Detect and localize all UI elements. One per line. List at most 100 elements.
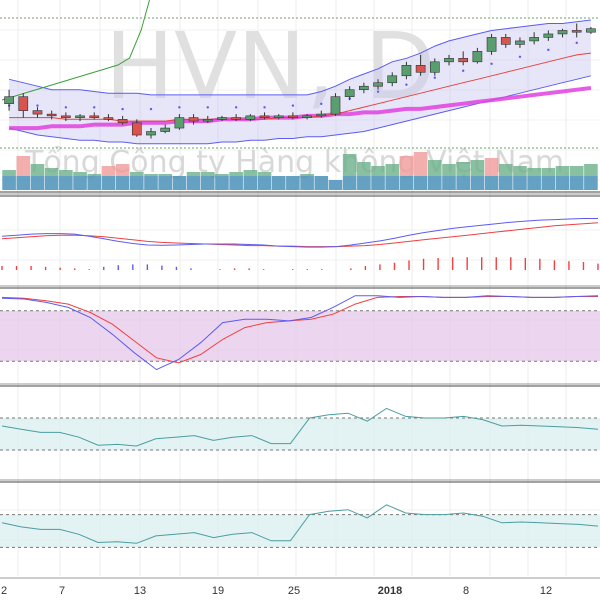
volume-bar-base	[101, 176, 116, 190]
volume-bar-base	[2, 176, 16, 190]
stochastic-panel	[0, 295, 600, 371]
volume-bar-base	[569, 176, 584, 190]
volume-bar	[413, 152, 428, 176]
volume-bar	[30, 164, 45, 176]
candle-body	[146, 131, 156, 136]
volume-bar-base	[555, 176, 570, 190]
bollinger-fill	[9, 20, 591, 144]
volume-bar-base	[385, 176, 400, 190]
x-tick-label: 25	[288, 585, 300, 597]
candle-body	[131, 122, 142, 136]
volume-bar-base	[314, 176, 329, 190]
volume-bar	[527, 168, 541, 176]
volume-bar-base	[200, 176, 215, 190]
candle-body	[415, 65, 426, 73]
candle-body	[444, 58, 454, 63]
volume-bar-base	[30, 176, 45, 190]
ma-dot	[461, 69, 465, 72]
volume-bar	[385, 164, 400, 176]
volume-bar-base	[16, 176, 31, 190]
x-tick-label: 19	[212, 585, 224, 597]
volume-bar	[101, 166, 116, 176]
volume-bar-base	[144, 176, 158, 190]
volume-bar	[513, 166, 527, 176]
candle-body	[231, 117, 241, 120]
volume-bar-base	[328, 180, 343, 190]
candlestick-series[interactable]	[4, 23, 596, 139]
candle-body	[288, 115, 298, 118]
volume-bar	[442, 164, 456, 176]
ma-dot	[93, 106, 96, 109]
ma-dot	[178, 106, 181, 109]
volume-bar	[484, 158, 499, 176]
volume-bar	[158, 174, 173, 176]
volume-bar	[2, 170, 16, 176]
ma-dot	[234, 106, 238, 109]
volume-bar	[427, 160, 442, 176]
volume-bar-base	[513, 176, 527, 190]
volume-bar-base	[186, 176, 201, 190]
rsi2-line	[1, 504, 599, 544]
x-tick-label: 2	[1, 585, 7, 597]
volume-bar	[569, 166, 584, 176]
candle-body	[529, 37, 539, 42]
ma-dot	[320, 102, 323, 106]
volume-bar	[243, 170, 258, 176]
candle-body	[302, 115, 312, 118]
volume-bar-base	[399, 176, 414, 190]
ma-dot	[575, 41, 578, 45]
volume-bar-base	[342, 176, 357, 190]
ma-long-line	[9, 86, 592, 131]
candle-body	[543, 33, 554, 38]
volume-bar-base	[129, 176, 144, 190]
candle-body	[330, 96, 341, 115]
volume-bar-base	[73, 176, 87, 190]
ma-dot	[518, 55, 522, 58]
volume-bar-base	[229, 176, 243, 190]
rsi2-panel	[0, 504, 600, 548]
ma-dot	[263, 106, 266, 109]
x-axis: 2 7 13 19 25 2018 8 12	[1, 585, 552, 597]
candle-body	[188, 117, 199, 122]
candle-body	[174, 117, 185, 129]
volume-bar-base	[300, 176, 314, 190]
volume-bar-base	[427, 176, 442, 190]
green-indicator-line	[1, 0, 151, 101]
volume-bar-base	[257, 176, 272, 190]
candle-body	[75, 115, 85, 118]
x-tick-label: 8	[463, 585, 469, 597]
volume-bar-base	[527, 176, 541, 190]
volume-bar-base	[470, 176, 485, 190]
ma-dot	[149, 107, 153, 111]
volume-bar	[498, 164, 513, 176]
volume-bar	[87, 174, 102, 176]
volume-bar	[229, 172, 243, 176]
x-tick-label: 12	[540, 585, 552, 597]
ma-dot	[36, 104, 39, 107]
candle-body	[316, 113, 327, 117]
rsi-panel	[0, 407, 600, 451]
panel-dividers	[0, 17, 600, 579]
volume-bar	[73, 172, 87, 176]
candle-body	[571, 30, 582, 33]
ma-dot	[547, 48, 550, 52]
volume-bar-base	[158, 176, 173, 190]
watermark-symbol: HVN, D	[105, 13, 435, 120]
volume-bar-base	[456, 176, 471, 190]
volume-bar-base	[87, 176, 102, 190]
candle-body	[373, 82, 383, 87]
panel-backgrounds	[0, 310, 600, 548]
candle-body	[586, 28, 596, 33]
candle-body	[46, 113, 57, 117]
volume-bar	[399, 156, 414, 176]
stochastic-band	[0, 310, 600, 362]
volume-bar-base	[484, 176, 499, 190]
volume-bar	[129, 172, 144, 176]
candle-body	[103, 117, 114, 120]
candle-body	[4, 96, 14, 104]
candle-body	[160, 127, 171, 132]
volume-bar	[456, 162, 471, 176]
volume-bar-base	[59, 176, 73, 190]
